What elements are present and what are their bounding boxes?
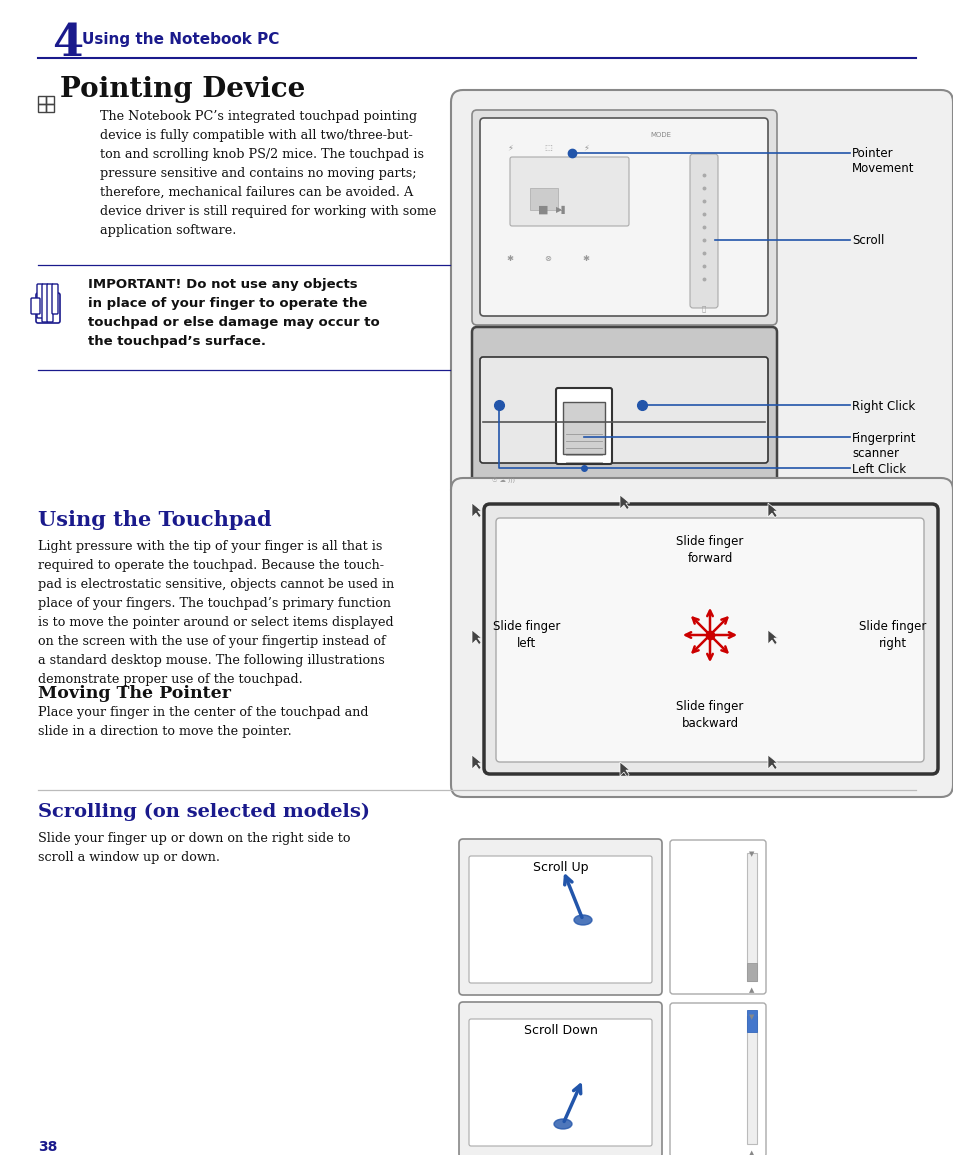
Bar bbox=[38, 104, 46, 112]
Polygon shape bbox=[619, 762, 629, 776]
FancyBboxPatch shape bbox=[458, 839, 661, 994]
Text: 🔊: 🔊 bbox=[701, 305, 705, 312]
Text: ✱: ✱ bbox=[582, 254, 589, 263]
FancyBboxPatch shape bbox=[472, 110, 776, 325]
Text: ⬚: ⬚ bbox=[543, 143, 552, 152]
Bar bbox=[38, 96, 46, 104]
FancyBboxPatch shape bbox=[479, 357, 767, 463]
Bar bbox=[746, 1009, 757, 1033]
Text: ⚡: ⚡ bbox=[507, 143, 513, 152]
FancyBboxPatch shape bbox=[556, 388, 612, 464]
FancyBboxPatch shape bbox=[36, 293, 60, 323]
Bar bbox=[46, 104, 54, 112]
Text: Slide finger
backward: Slide finger backward bbox=[676, 700, 743, 730]
FancyBboxPatch shape bbox=[510, 157, 628, 226]
Text: Slide finger
forward: Slide finger forward bbox=[676, 535, 743, 565]
Text: ▲: ▲ bbox=[748, 988, 754, 993]
Text: MODE: MODE bbox=[649, 132, 670, 137]
Text: ■: ■ bbox=[537, 204, 548, 215]
FancyBboxPatch shape bbox=[458, 1003, 661, 1155]
Text: Right Click: Right Click bbox=[851, 400, 914, 413]
Text: The Notebook PC’s integrated touchpad pointing
device is fully compatible with a: The Notebook PC’s integrated touchpad po… bbox=[100, 110, 436, 237]
Text: Scrolling (on selected models): Scrolling (on selected models) bbox=[38, 803, 370, 821]
FancyBboxPatch shape bbox=[562, 402, 604, 454]
Text: Slide finger
left: Slide finger left bbox=[493, 620, 560, 650]
Text: ☉ ☁ ))): ☉ ☁ ))) bbox=[492, 477, 517, 483]
Text: ▲: ▲ bbox=[748, 1150, 754, 1155]
Text: ⊗: ⊗ bbox=[544, 254, 551, 263]
FancyBboxPatch shape bbox=[469, 1019, 651, 1146]
FancyBboxPatch shape bbox=[52, 284, 58, 314]
Text: Place your finger in the center of the touchpad and
slide in a direction to move: Place your finger in the center of the t… bbox=[38, 706, 368, 738]
FancyBboxPatch shape bbox=[469, 856, 651, 983]
Text: ▼: ▼ bbox=[748, 1014, 754, 1020]
Polygon shape bbox=[767, 502, 777, 517]
Text: Scroll Up: Scroll Up bbox=[532, 860, 588, 874]
FancyBboxPatch shape bbox=[30, 298, 40, 314]
Text: Using the Notebook PC: Using the Notebook PC bbox=[82, 32, 279, 47]
Polygon shape bbox=[767, 629, 777, 644]
FancyBboxPatch shape bbox=[496, 517, 923, 762]
Text: 4: 4 bbox=[52, 22, 83, 65]
Text: Scroll: Scroll bbox=[851, 234, 883, 247]
Polygon shape bbox=[619, 495, 629, 509]
Text: Moving The Pointer: Moving The Pointer bbox=[38, 685, 231, 702]
Text: Pointing Device: Pointing Device bbox=[60, 76, 305, 103]
Bar bbox=[46, 96, 54, 104]
Text: Pointer
Movement: Pointer Movement bbox=[851, 147, 914, 176]
Polygon shape bbox=[472, 629, 481, 644]
FancyBboxPatch shape bbox=[37, 284, 43, 318]
Text: ✱: ✱ bbox=[506, 254, 513, 263]
Text: ⚡: ⚡ bbox=[582, 143, 588, 152]
FancyBboxPatch shape bbox=[669, 1003, 765, 1155]
Text: Slide your finger up or down on the right side to
scroll a window up or down.: Slide your finger up or down on the righ… bbox=[38, 832, 350, 864]
Text: Fingerprint
scanner: Fingerprint scanner bbox=[851, 432, 916, 460]
Text: IMPORTANT! Do not use any objects
in place of your finger to operate the
touchpa: IMPORTANT! Do not use any objects in pla… bbox=[88, 278, 379, 348]
Text: Scroll Down: Scroll Down bbox=[523, 1024, 597, 1037]
FancyBboxPatch shape bbox=[451, 478, 952, 797]
Bar bbox=[530, 188, 558, 210]
Text: ▼: ▼ bbox=[748, 851, 754, 857]
FancyBboxPatch shape bbox=[42, 284, 48, 322]
Polygon shape bbox=[472, 502, 481, 517]
Ellipse shape bbox=[574, 915, 592, 925]
Bar bbox=[746, 963, 757, 981]
Bar bbox=[746, 1016, 757, 1143]
Text: Light pressure with the tip of your finger is all that is
required to operate th: Light pressure with the tip of your fing… bbox=[38, 541, 394, 686]
Polygon shape bbox=[472, 755, 481, 769]
Ellipse shape bbox=[554, 1119, 572, 1128]
FancyBboxPatch shape bbox=[479, 118, 767, 316]
Text: Left Click: Left Click bbox=[851, 463, 905, 476]
Text: Using the Touchpad: Using the Touchpad bbox=[38, 511, 272, 530]
Text: Slide finger
right: Slide finger right bbox=[859, 620, 925, 650]
FancyBboxPatch shape bbox=[483, 504, 937, 774]
Text: 38: 38 bbox=[38, 1140, 57, 1154]
Text: ▶▌: ▶▌ bbox=[555, 204, 568, 214]
Bar bbox=[746, 854, 757, 981]
FancyBboxPatch shape bbox=[472, 327, 776, 485]
FancyBboxPatch shape bbox=[451, 90, 952, 502]
FancyBboxPatch shape bbox=[669, 840, 765, 994]
FancyBboxPatch shape bbox=[689, 154, 718, 308]
FancyBboxPatch shape bbox=[47, 284, 53, 322]
Polygon shape bbox=[767, 755, 777, 769]
